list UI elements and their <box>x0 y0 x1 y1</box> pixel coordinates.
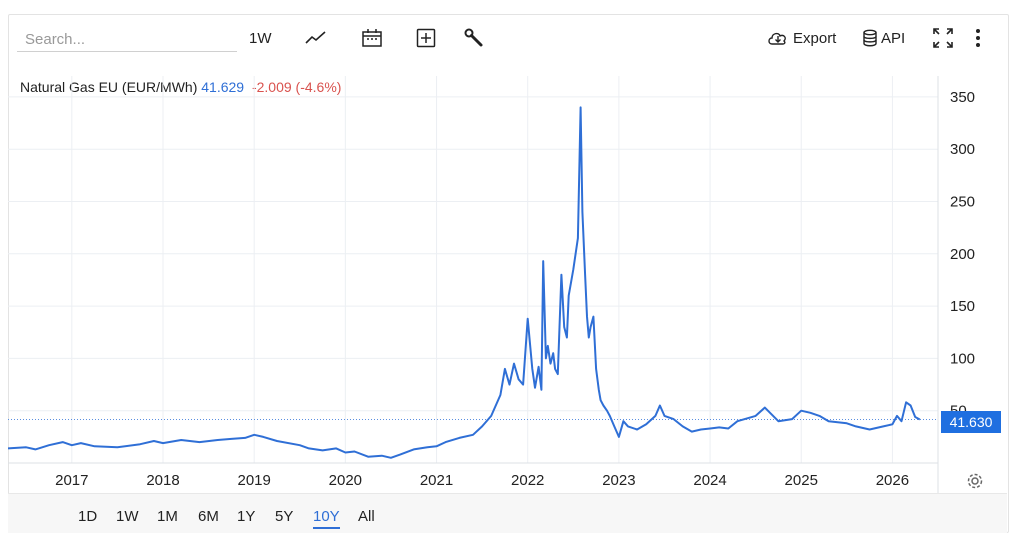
chart-widget: 1W Export <box>8 14 1009 533</box>
series-value: 41.629 <box>201 79 245 95</box>
range-all-button[interactable]: All <box>358 508 375 525</box>
series-change: -2.009 (-4.6%) <box>251 79 342 95</box>
range-selector: 1D 1W 1M 6M 1Y 5Y 10Y All <box>8 493 1007 533</box>
x-tick-label: 2025 <box>785 472 818 489</box>
wrench-icon <box>464 28 484 48</box>
y-tick-label: 150 <box>950 298 975 315</box>
more-vertical-icon <box>975 28 981 48</box>
export-button[interactable]: Export <box>767 25 836 51</box>
chart-toolbar: 1W Export <box>9 15 1008 61</box>
range-1m-button[interactable]: 1M <box>157 508 178 525</box>
cloud-download-icon <box>767 30 789 46</box>
y-tick-label: 100 <box>950 350 975 367</box>
range-1w-button[interactable]: 1W <box>116 508 139 525</box>
date-range-button[interactable] <box>361 25 383 51</box>
interval-label: 1W <box>249 29 272 47</box>
settings-tools-button[interactable] <box>464 25 484 51</box>
x-tick-label: 2022 <box>511 472 544 489</box>
price-chart[interactable]: 5010015020025030035020172018201920202021… <box>8 76 1008 496</box>
calendar-icon <box>361 28 383 48</box>
x-tick-label: 2023 <box>602 472 635 489</box>
range-5y-button[interactable]: 5Y <box>275 508 294 525</box>
fullscreen-button[interactable] <box>933 25 953 51</box>
series-name: Natural Gas EU (EUR/MWh) <box>20 79 198 95</box>
x-tick-label: 2018 <box>146 472 179 489</box>
api-label: API <box>881 29 906 47</box>
series-line <box>8 106 921 459</box>
more-options-button[interactable] <box>975 25 981 51</box>
range-1d-button[interactable]: 1D <box>78 508 98 525</box>
last-value-badge: 41.630 <box>941 411 1001 433</box>
export-label: Export <box>793 29 837 47</box>
database-icon <box>862 29 878 47</box>
x-tick-label: 2017 <box>55 472 88 489</box>
range-10y-button[interactable]: 10Y <box>313 508 340 529</box>
x-tick-label: 2019 <box>237 472 270 489</box>
fullscreen-icon <box>933 28 953 48</box>
chart-settings-button[interactable] <box>966 472 984 495</box>
plus-box-icon <box>416 28 436 48</box>
y-tick-label: 300 <box>950 141 975 158</box>
api-button[interactable]: API <box>862 25 905 51</box>
interval-button[interactable]: 1W <box>249 25 272 51</box>
search-input[interactable] <box>17 27 237 52</box>
y-tick-label: 200 <box>950 246 975 263</box>
y-tick-label: 350 <box>950 89 975 106</box>
range-1y-button[interactable]: 1Y <box>237 508 256 525</box>
compare-button[interactable] <box>416 25 436 51</box>
x-tick-label: 2021 <box>420 472 453 489</box>
gear-icon <box>966 473 984 494</box>
line-chart-icon <box>305 30 327 46</box>
x-tick-label: 2026 <box>876 472 909 489</box>
x-tick-label: 2020 <box>329 472 362 489</box>
x-tick-label: 2024 <box>693 472 726 489</box>
chart-type-button[interactable] <box>305 25 327 51</box>
range-6m-button[interactable]: 6M <box>198 508 219 525</box>
chart-legend: Natural Gas EU (EUR/MWh) 41.629 -2.009 (… <box>20 79 341 95</box>
y-tick-label: 250 <box>950 194 975 211</box>
